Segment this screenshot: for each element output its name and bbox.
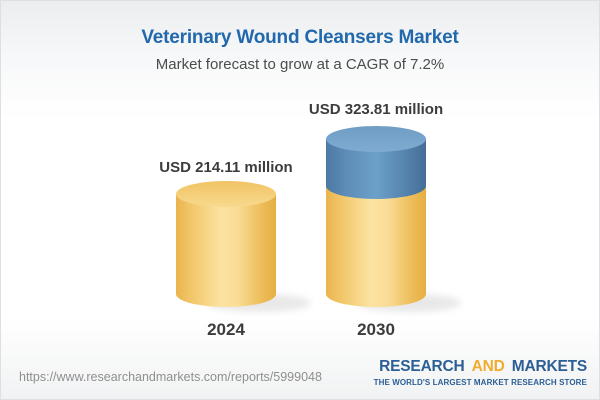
- page-title: Veterinary Wound Cleansers Market: [141, 27, 459, 48]
- page-subtitle: Market forecast to grow at a CAGR of 7.2…: [155, 56, 445, 73]
- brand-logo: RESEARCH AND MARKETS THE WORLD'S LARGEST…: [373, 359, 588, 387]
- cylinder-2030: [326, 126, 426, 307]
- logo-tagline: THE WORLD'S LARGEST MARKET RESEARCH STOR…: [373, 377, 587, 387]
- logo-and: AND: [471, 358, 505, 375]
- cylinder-2030-base-segment: [326, 186, 426, 307]
- value-label-2030: USD 323.81 million: [309, 101, 443, 118]
- brand-logo-wordmark: RESEARCH AND MARKETS: [374, 359, 587, 375]
- cylinder-2024-body: [176, 194, 276, 307]
- cylinder-2024-top: [176, 181, 276, 207]
- axis-label-2030: 2030: [357, 320, 395, 339]
- axis-label-2024: 2024: [207, 320, 245, 339]
- logo-research: RESEARCH: [379, 358, 465, 375]
- cylinder-2030-growth-segment: [326, 139, 426, 199]
- report-url: https://www.researchandmarkets.com/repor…: [19, 370, 322, 384]
- logo-markets: MARKETS: [511, 358, 587, 375]
- cylinder-2030-top: [326, 126, 426, 152]
- cylinder-2024: [176, 181, 276, 307]
- value-label-2024: USD 214.11 million: [159, 159, 292, 176]
